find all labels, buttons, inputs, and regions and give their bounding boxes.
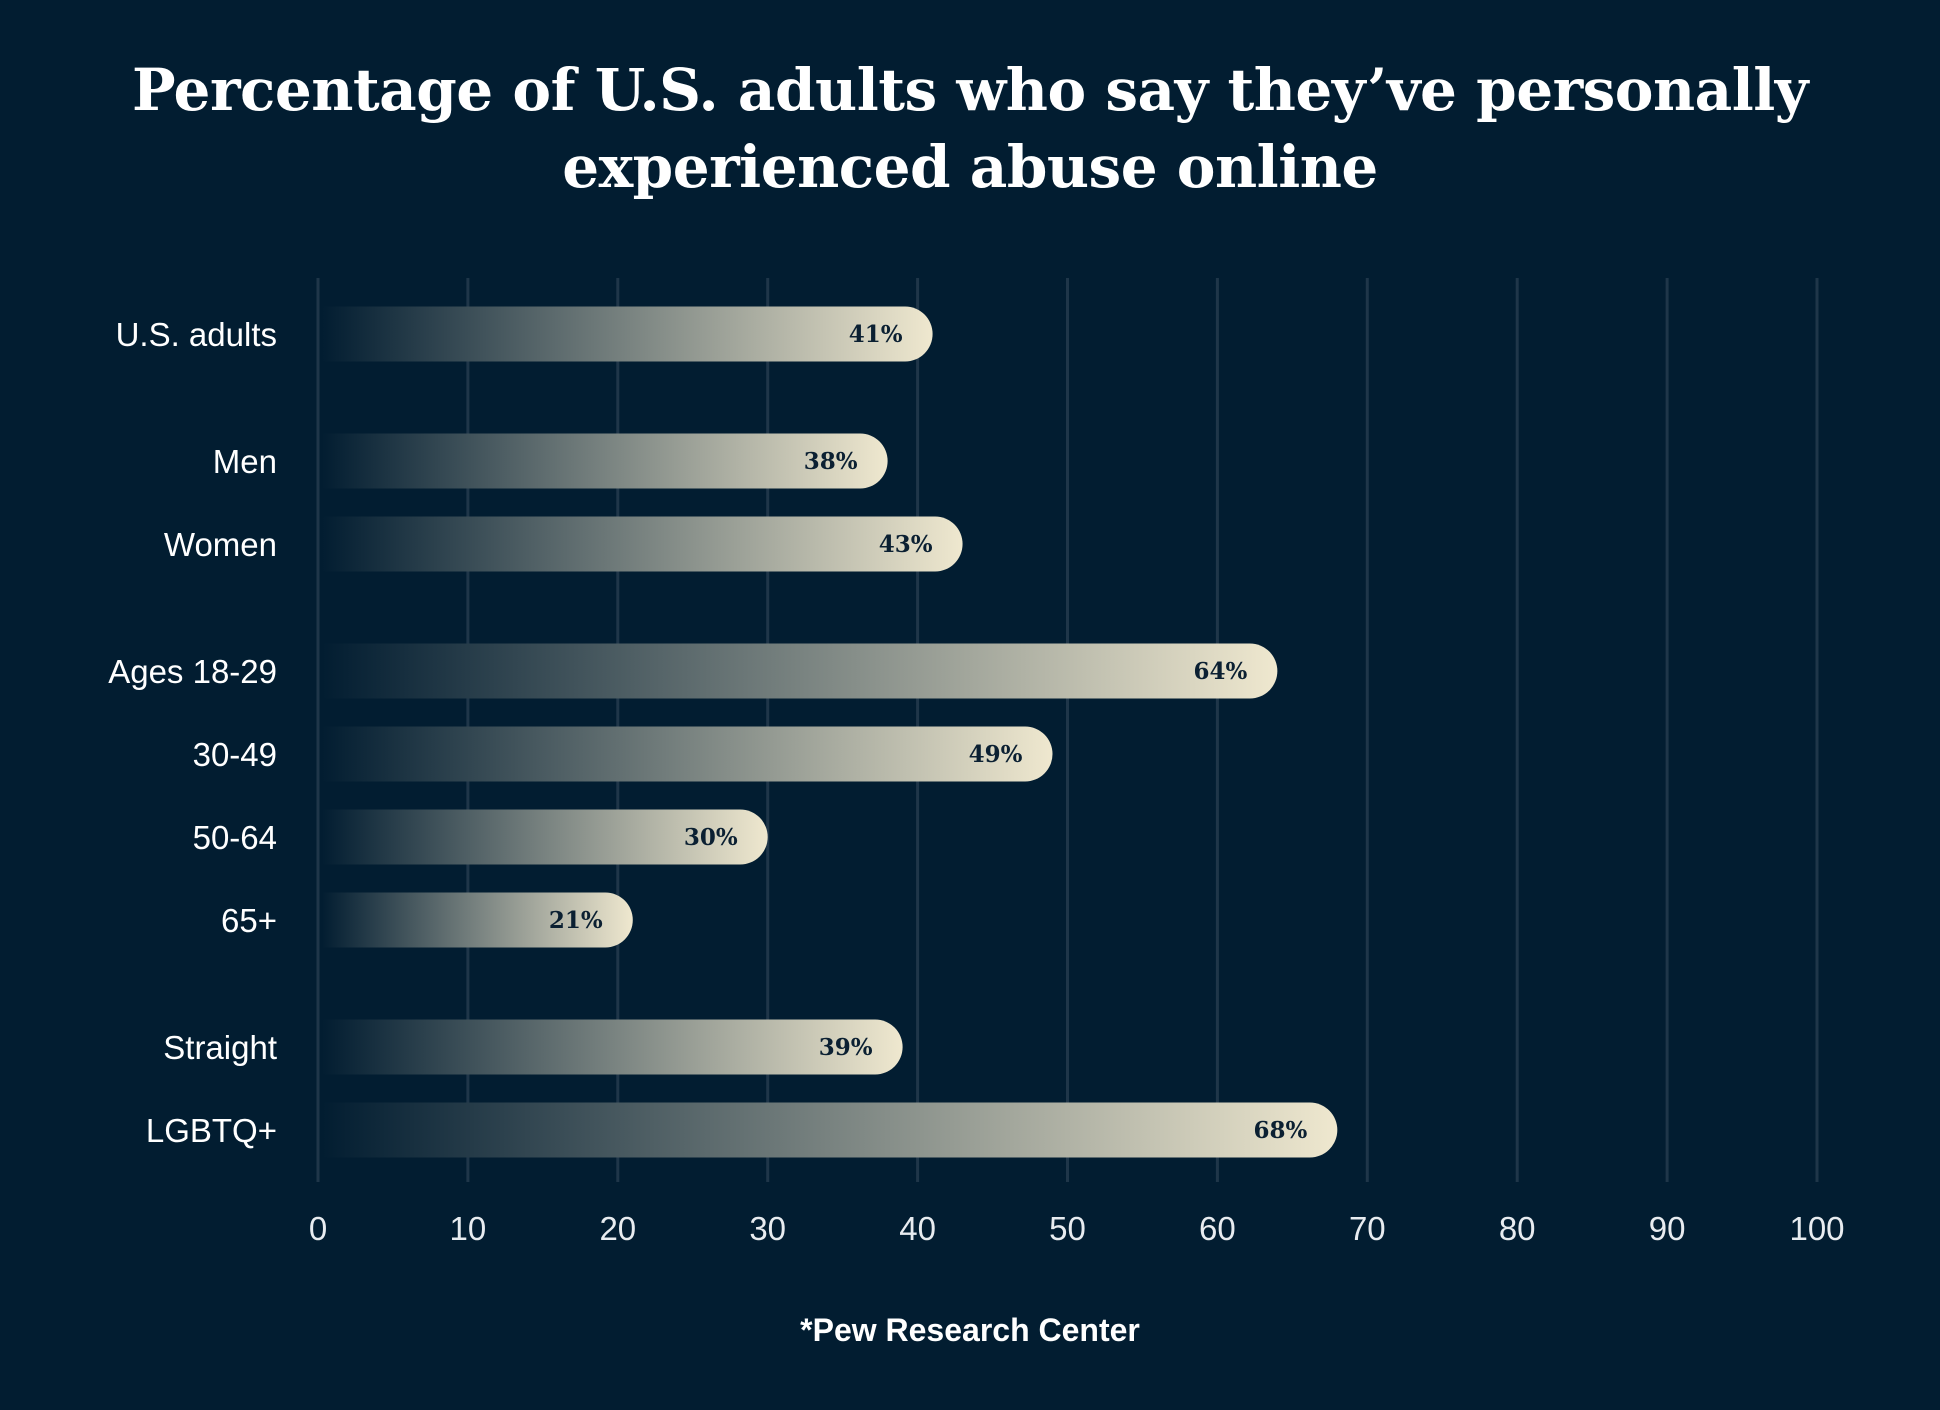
x-tick-label: 90: [1649, 1210, 1686, 1247]
data-label: 64%: [1193, 658, 1247, 685]
bar: [322, 516, 963, 572]
category-label: Men: [213, 443, 277, 480]
category-label: Women: [164, 526, 277, 563]
chart-title-line-2: experienced abuse online: [562, 133, 1378, 201]
category-label: Straight: [163, 1029, 277, 1066]
bar: [322, 726, 1053, 782]
data-label: 68%: [1253, 1117, 1307, 1144]
category-label: 30-49: [193, 736, 277, 773]
bar: [322, 809, 768, 865]
x-tick-label: 10: [450, 1210, 487, 1247]
bar: [322, 1102, 1338, 1158]
category-label: U.S. adults: [116, 316, 277, 353]
data-label: 49%: [969, 741, 1023, 768]
x-tick-label: 100: [1789, 1210, 1844, 1247]
bar: [322, 433, 888, 489]
x-tick-label: 40: [899, 1210, 936, 1247]
category-label: 50-64: [193, 819, 277, 856]
bar: [322, 643, 1278, 699]
chart-title: Percentage of U.S. adults who say they’v…: [0, 52, 1940, 206]
x-tick-label: 20: [599, 1210, 636, 1247]
x-tick-label: 50: [1049, 1210, 1086, 1247]
x-tick-label: 60: [1199, 1210, 1236, 1247]
source-note: *Pew Research Center: [800, 1312, 1140, 1348]
x-tick-label: 70: [1349, 1210, 1386, 1247]
bar: [322, 1019, 903, 1075]
bar: [322, 306, 933, 362]
x-tick-label: 30: [749, 1210, 786, 1247]
chart-title-line-1: Percentage of U.S. adults who say they’v…: [131, 56, 1809, 124]
data-label: 21%: [549, 907, 603, 934]
data-label: 30%: [684, 824, 738, 851]
category-label: 65+: [221, 902, 277, 939]
bar: [322, 892, 633, 948]
x-tick-label: 80: [1499, 1210, 1536, 1247]
category-label: LGBTQ+: [146, 1112, 277, 1149]
category-label: Ages 18-29: [108, 653, 277, 690]
x-tick-label: 0: [309, 1210, 327, 1247]
data-label: 38%: [804, 448, 858, 475]
data-label: 39%: [819, 1034, 873, 1061]
data-label: 41%: [849, 321, 903, 348]
data-label: 43%: [879, 531, 933, 558]
